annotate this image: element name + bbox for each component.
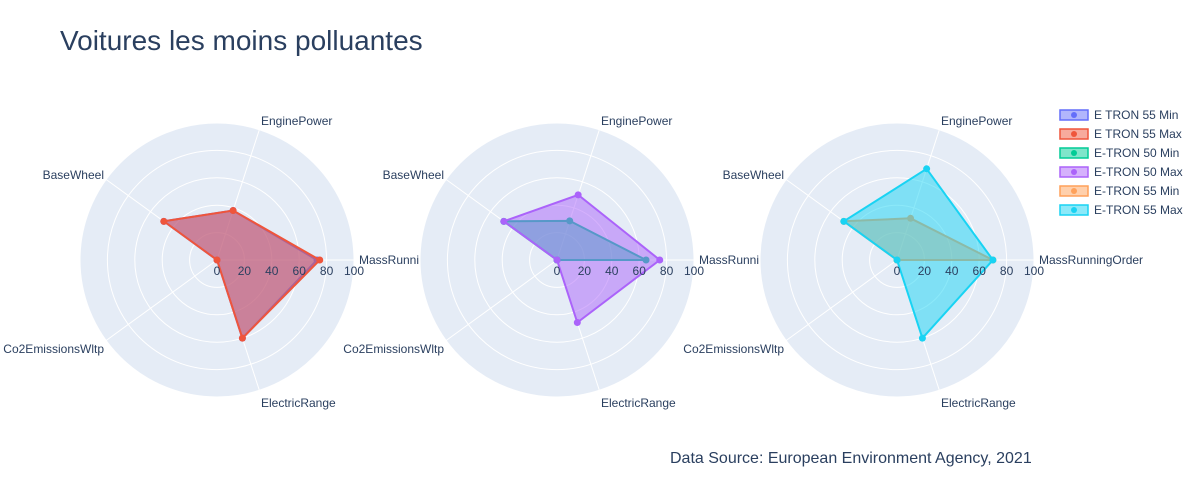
data-point xyxy=(500,217,508,225)
axis-label: Co2EmissionsWltp xyxy=(3,342,104,356)
axis-label: EnginePower xyxy=(941,114,1012,128)
data-point xyxy=(989,256,997,264)
data-point xyxy=(840,217,848,225)
radial-tick-label: 40 xyxy=(945,264,959,278)
data-point xyxy=(918,334,926,342)
axis-label: ElectricRange xyxy=(261,396,336,410)
legend-marker xyxy=(1071,188,1077,194)
legend-item: E TRON 55 Max xyxy=(1059,127,1182,141)
radial-tick-label: 60 xyxy=(293,264,307,278)
legend-label: E-TRON 50 Max xyxy=(1094,165,1183,179)
data-source: Data Source: European Environment Agency… xyxy=(670,450,1032,467)
legend-label: E-TRON 50 Min xyxy=(1094,146,1179,160)
radial-tick-label: 80 xyxy=(1000,264,1014,278)
axis-label: MassRunningOrder xyxy=(1039,253,1143,267)
data-point xyxy=(316,256,324,264)
axis-label: BaseWheel xyxy=(723,168,784,182)
grid-spoke xyxy=(785,259,898,341)
axis-label: ElectricRange xyxy=(941,396,1016,410)
data-point xyxy=(893,256,901,264)
legend-marker xyxy=(1071,207,1077,213)
radial-tick-label: 40 xyxy=(605,264,619,278)
radial-tick-label: 100 xyxy=(1024,264,1044,278)
data-point xyxy=(553,256,561,264)
legend-label: E TRON 55 Max xyxy=(1094,127,1182,141)
axis-label: Co2EmissionsWltp xyxy=(683,342,784,356)
legend-item: E TRON 55 Min xyxy=(1059,108,1178,122)
radial-tick-label: 20 xyxy=(238,264,252,278)
legend: E TRON 55 Min E TRON 55 Max E-TRON 50 Min E… xyxy=(1059,108,1183,217)
radial-tick-label: 0 xyxy=(214,264,221,278)
axis-label: MassRunni xyxy=(699,253,759,267)
axis-label: Co2EmissionsWltp xyxy=(343,342,444,356)
axis-label: EnginePower xyxy=(261,114,332,128)
data-point xyxy=(160,217,168,225)
legend-item: E-TRON 55 Min xyxy=(1059,184,1179,198)
legend-marker xyxy=(1071,112,1077,118)
polar-3: 0 20 40 60 80 100MassRunningOrderEnginePowerB… xyxy=(683,114,1143,410)
legend-marker xyxy=(1071,150,1077,156)
grid-spoke xyxy=(105,259,218,341)
radial-tick-label: 40 xyxy=(265,264,279,278)
radial-tick-label: 100 xyxy=(684,264,704,278)
axis-label: BaseWheel xyxy=(43,168,104,182)
radial-tick-label: 60 xyxy=(633,264,647,278)
radial-tick-label: 20 xyxy=(578,264,592,278)
data-point xyxy=(238,334,246,342)
legend-item: E-TRON 50 Min xyxy=(1059,146,1179,160)
data-point xyxy=(656,256,664,264)
legend-label: E-TRON 55 Min xyxy=(1094,184,1179,198)
series-area xyxy=(842,167,995,341)
data-point xyxy=(229,206,237,214)
legend-item: E-TRON 55 Max xyxy=(1059,203,1183,217)
axis-label: MassRunni xyxy=(359,253,419,267)
grid-spoke xyxy=(445,259,558,341)
legend-marker xyxy=(1071,131,1077,137)
radial-tick-label: 60 xyxy=(973,264,987,278)
legend-item: E-TRON 50 Max xyxy=(1059,165,1183,179)
data-point xyxy=(213,256,221,264)
radial-tick-label: 0 xyxy=(554,264,561,278)
radial-tick-label: 20 xyxy=(918,264,932,278)
radial-tick-label: 100 xyxy=(344,264,364,278)
axis-label: BaseWheel xyxy=(383,168,444,182)
polar-2: 0 20 40 60 80 100MassRunniEnginePowerBaseWhee… xyxy=(343,114,759,410)
radial-tick-label: 80 xyxy=(660,264,674,278)
axis-label: ElectricRange xyxy=(601,396,676,410)
axis-label: EnginePower xyxy=(601,114,672,128)
series-area xyxy=(501,193,662,325)
series-area xyxy=(161,209,322,341)
radial-tick-label: 0 xyxy=(894,264,901,278)
data-point xyxy=(923,165,931,173)
data-point xyxy=(574,191,582,199)
data-point xyxy=(573,319,581,327)
legend-marker xyxy=(1071,169,1077,175)
polar-charts: 0 20 40 60 80 100MassRunniEnginePowerBaseWhee… xyxy=(3,114,1143,410)
legend-label: E-TRON 55 Max xyxy=(1094,203,1183,217)
legend-label: E TRON 55 Min xyxy=(1094,108,1178,122)
chart-title: Voitures les moins polluantes xyxy=(60,25,423,56)
radial-tick-label: 80 xyxy=(320,264,334,278)
